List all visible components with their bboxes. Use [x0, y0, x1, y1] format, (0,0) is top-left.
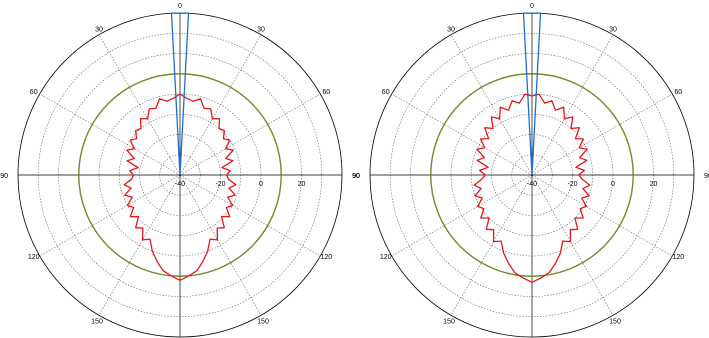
radial-tick-label: -20: [215, 181, 225, 188]
angle-tick-label: 150: [609, 318, 621, 325]
angle-tick-label: 150: [257, 318, 269, 325]
angle-tick-label: 30: [257, 27, 265, 34]
grid-spoke: [531, 34, 614, 176]
radial-tick-label: -40: [527, 181, 537, 188]
angle-tick-label: 120: [28, 254, 40, 261]
angle-tick-label: 0: [178, 3, 182, 10]
angle-tick-label: 120: [672, 254, 684, 261]
reference-circle: [430, 73, 634, 277]
reference-circle: [78, 73, 282, 277]
angle-tick-label: 90: [704, 173, 709, 180]
radial-tick-label: 20: [650, 181, 658, 188]
grid-spoke: [450, 174, 533, 316]
radial-tick-label: -20: [567, 181, 577, 188]
grid-spoke: [179, 93, 321, 176]
grid-spoke: [39, 174, 181, 257]
angle-tick-label: 30: [447, 27, 455, 34]
angle-tick-label: 90: [352, 173, 360, 180]
angle-tick-label: 150: [443, 318, 455, 325]
blue-beam-series: [170, 12, 190, 176]
radial-tick-label: 0: [611, 181, 615, 188]
grid-spoke: [531, 93, 673, 176]
angle-tick-label: 60: [322, 89, 330, 96]
angle-tick-label: 30: [609, 27, 617, 34]
grid-spoke: [98, 34, 181, 176]
angle-tick-label: 90: [0, 173, 8, 180]
grid-spoke: [531, 174, 614, 316]
angle-tick-label: 60: [382, 89, 390, 96]
angle-tick-label: 0: [530, 3, 534, 10]
angle-tick-label: 90: [352, 173, 360, 180]
grid-spoke: [179, 34, 262, 176]
grid-spoke: [391, 93, 533, 176]
angle-tick-label: 120: [380, 254, 392, 261]
red-pattern-series: [123, 93, 237, 281]
angle-tick-label: 60: [30, 89, 38, 96]
grid-spoke: [179, 174, 321, 257]
angle-tick-label: 120: [320, 254, 332, 261]
blue-beam-series: [522, 12, 542, 176]
radial-tick-label: 0: [259, 181, 263, 188]
radial-tick-label: -40: [175, 181, 185, 188]
grid-spoke: [179, 174, 262, 316]
grid-spoke: [98, 174, 181, 316]
angle-tick-label: 30: [95, 27, 103, 34]
grid-spoke: [450, 34, 533, 176]
radial-tick-label: 20: [298, 181, 306, 188]
grid-spoke: [391, 174, 533, 257]
angle-tick-label: 60: [674, 89, 682, 96]
polar-chart-1: 0 30 30 60 60 90 90 120 120 150 150 -40 -20 0 20: [0, 3, 360, 338]
grid-spoke: [39, 93, 181, 176]
polar-chart-2: 0 30 30 60 60 90 90 120 120 150 150 -40 -20 0 20: [352, 3, 709, 338]
red-pattern-series: [473, 93, 591, 283]
angle-tick-label: 150: [91, 318, 103, 325]
grid-spoke: [531, 174, 673, 257]
